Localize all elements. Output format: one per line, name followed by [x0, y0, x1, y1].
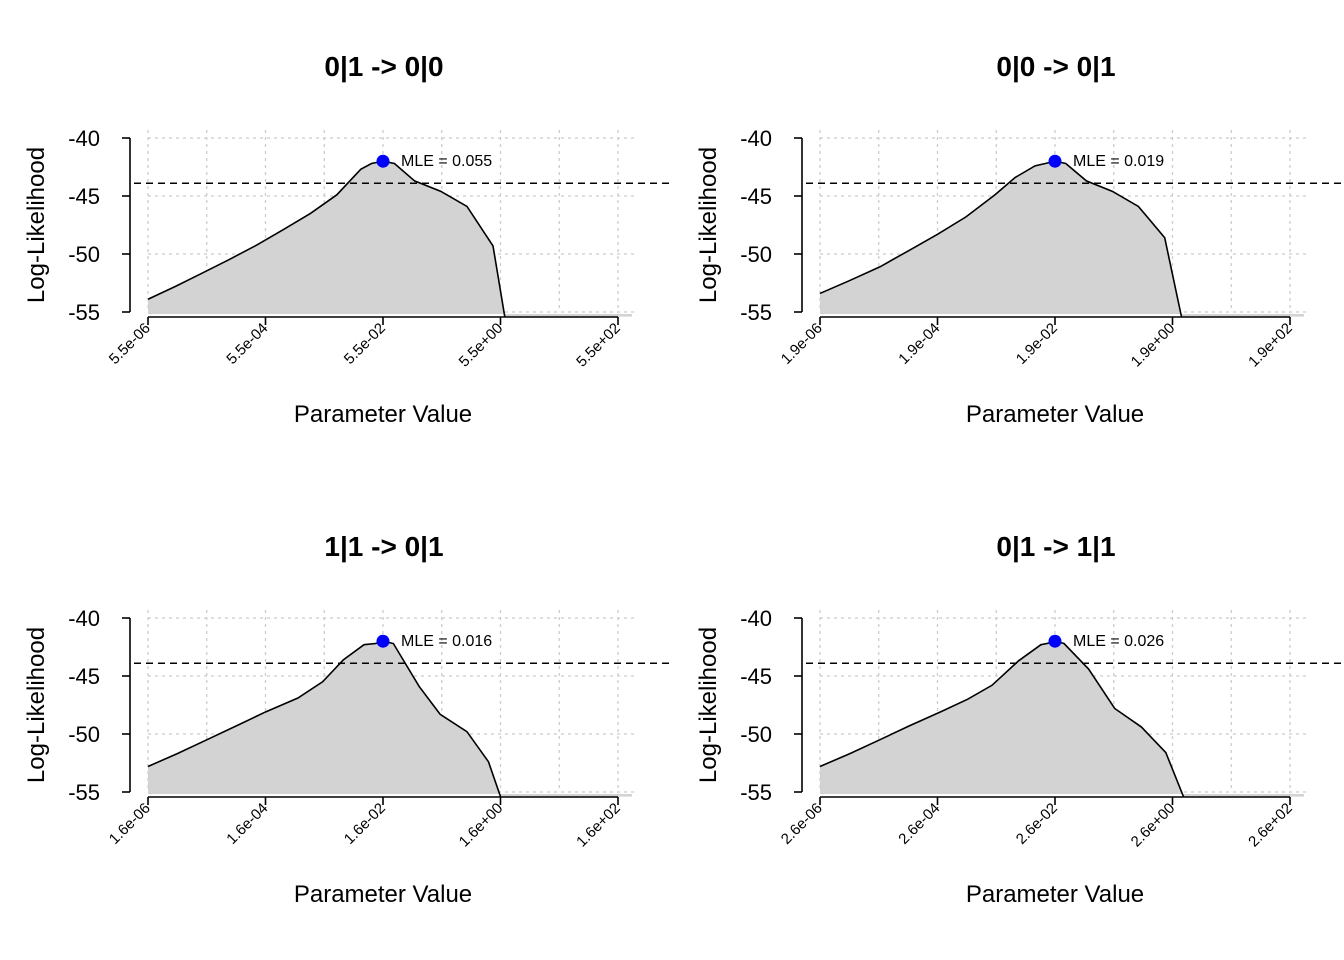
y-tick-label: -40: [68, 126, 100, 151]
y-tick-label: -45: [740, 184, 772, 209]
y-tick-label: -40: [68, 606, 100, 631]
chart-title: 0|1 -> 1|1: [996, 531, 1115, 562]
likelihood-area: [148, 641, 632, 797]
y-tick-label: -40: [740, 606, 772, 631]
y-tick-label: -55: [740, 300, 772, 325]
x-tick-label: 5.5e+02: [573, 320, 624, 371]
grid-lines: [147, 130, 636, 313]
x-tick-label: 1.6e+02: [573, 800, 624, 851]
grid-lines: [819, 610, 1308, 793]
y-tick-label: -45: [68, 184, 100, 209]
likelihood-area: [820, 161, 1304, 317]
chart-title: 0|1 -> 0|0: [324, 51, 443, 82]
y-tick-label: -55: [740, 780, 772, 805]
mle-point: [376, 154, 390, 168]
x-axis-title: Parameter Value: [294, 401, 472, 428]
y-tick-label: -50: [740, 722, 772, 747]
mle-point: [376, 634, 390, 648]
y-axis-title: Log-Likelihood: [695, 627, 722, 783]
x-tick-label: 1.6e+00: [456, 800, 507, 851]
y-tick-label: -45: [68, 664, 100, 689]
likelihood-curve: [819, 160, 1183, 317]
y-tick-label: -45: [740, 664, 772, 689]
likelihood-curve: [147, 640, 502, 797]
chart-panel: 0|1 -> 0|0 MLE = 0.055 -40 -45 -50 -55 Log-Lik…: [23, 51, 672, 428]
y-axis-title: Log-Likelihood: [23, 627, 50, 783]
y-tick-label: -50: [68, 242, 100, 267]
x-tick-label: 2.6e-04: [895, 800, 943, 848]
likelihood-curve: [819, 640, 1185, 797]
y-tick-label: -55: [68, 780, 100, 805]
y-axis-title: Log-Likelihood: [695, 147, 722, 303]
mle-point: [1048, 634, 1062, 648]
likelihood-curve: [147, 160, 506, 317]
x-tick-label: 1.9e-02: [1013, 320, 1061, 368]
y-tick-label: -50: [740, 242, 772, 267]
mle-label: MLE = 0.055: [401, 153, 492, 170]
x-tick-label: 1.9e-06: [778, 320, 826, 368]
y-tick-label: -55: [68, 300, 100, 325]
y-tick-label: -40: [740, 126, 772, 151]
x-tick-label: 1.6e-02: [341, 800, 389, 848]
x-tick-label: 5.5e-04: [223, 320, 271, 368]
x-axis-title: Parameter Value: [294, 881, 472, 908]
likelihood-area: [820, 641, 1304, 797]
x-axis-title: Parameter Value: [966, 401, 1144, 428]
mle-label: MLE = 0.019: [1073, 153, 1164, 170]
x-tick-label: 2.6e-02: [1013, 800, 1061, 848]
mle-label: MLE = 0.026: [1073, 633, 1164, 650]
x-tick-label: 1.6e-06: [106, 800, 154, 848]
likelihood-area: [148, 161, 632, 317]
x-tick-label: 1.9e+00: [1128, 320, 1179, 371]
x-tick-label: 1.9e-04: [895, 320, 943, 368]
chart-title: 1|1 -> 0|1: [324, 531, 443, 562]
x-tick-label: 5.5e+00: [456, 320, 507, 371]
x-tick-label: 2.6e+00: [1128, 800, 1179, 851]
x-tick-label: 5.5e-06: [106, 320, 154, 368]
x-tick-label: 2.6e-06: [778, 800, 826, 848]
x-tick-label: 1.9e+02: [1245, 320, 1296, 371]
chart-panel: 0|0 -> 0|1 MLE = 0.019 -40 -45 -50 -55 Log-Lik…: [695, 51, 1344, 428]
chart-panel: 0|1 -> 1|1 MLE = 0.026 -40 -45 -50 -55 Log-Lik…: [695, 531, 1344, 908]
chart-panel: 1|1 -> 0|1 MLE = 0.016 -40 -45 -50 -55 Log-Lik…: [23, 531, 672, 908]
y-axis-title: Log-Likelihood: [23, 147, 50, 303]
grid-lines: [819, 130, 1308, 313]
x-tick-label: 2.6e+02: [1245, 800, 1296, 851]
mle-label: MLE = 0.016: [401, 633, 492, 650]
y-tick-label: -50: [68, 722, 100, 747]
chart-title: 0|0 -> 0|1: [996, 51, 1115, 82]
x-tick-label: 5.5e-02: [341, 320, 389, 368]
x-axis-title: Parameter Value: [966, 881, 1144, 908]
x-tick-label: 1.6e-04: [223, 800, 271, 848]
mle-point: [1048, 154, 1062, 168]
